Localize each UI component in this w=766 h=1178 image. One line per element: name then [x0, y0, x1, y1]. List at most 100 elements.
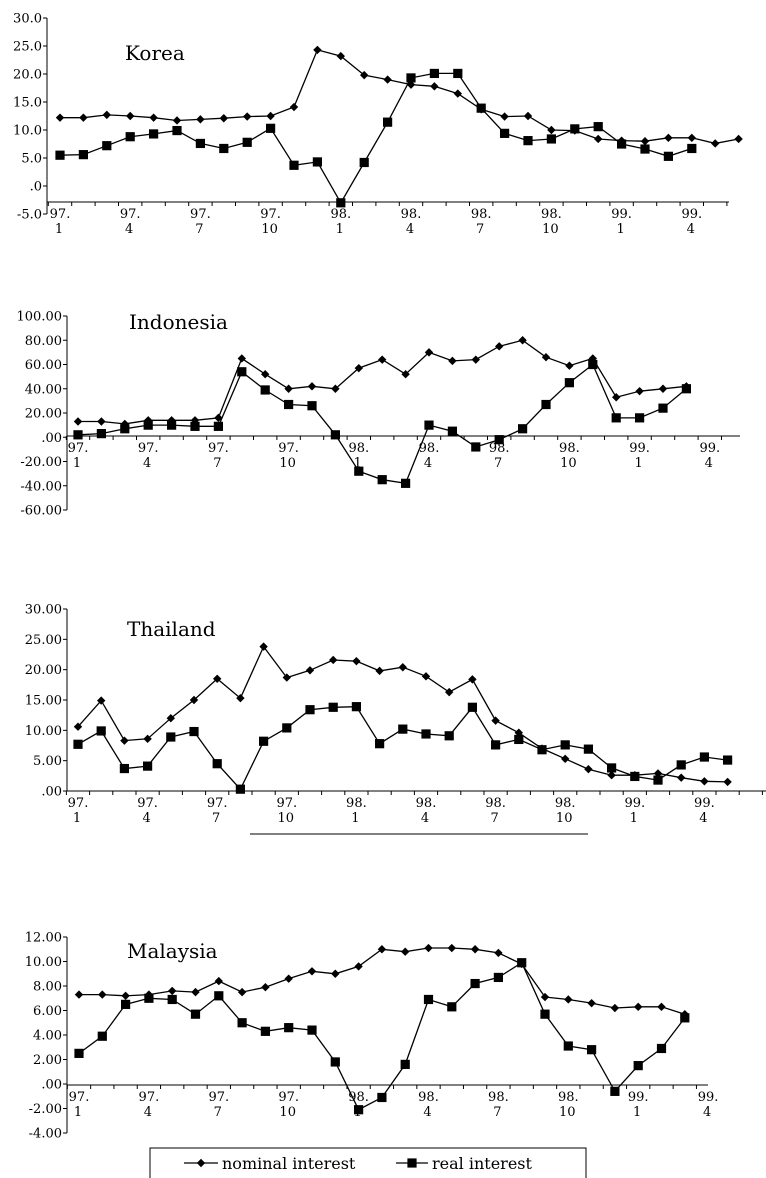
data-point-diamond [398, 663, 407, 672]
y-tick-label: 10.0 [13, 124, 42, 139]
data-point-square [635, 413, 645, 423]
data-point-diamond [495, 342, 504, 351]
chart-title: Thailand [127, 617, 216, 641]
y-tick-label: .00 [41, 785, 62, 800]
data-point-diamond [266, 111, 275, 121]
data-point-diamond [214, 976, 223, 986]
y-tick-label: 30.00 [25, 603, 62, 618]
data-point-square [195, 138, 205, 149]
data-point-square [630, 771, 640, 782]
data-point-diamond [219, 114, 228, 123]
data-point-square [237, 1018, 247, 1028]
data-point-square [563, 1041, 573, 1051]
data-point-square [546, 134, 556, 144]
y-tick-label: 60.00 [25, 358, 62, 373]
data-point-square [447, 1002, 457, 1012]
x-tick-month: 1 [633, 1105, 641, 1120]
x-tick-year: 97. [138, 441, 159, 456]
data-point-square [653, 775, 663, 785]
data-point-square [447, 426, 457, 436]
data-point-diamond [261, 983, 270, 992]
data-point-diamond [79, 113, 88, 122]
data-point-square [491, 740, 501, 750]
x-tick-year: 98. [541, 207, 562, 222]
data-point-square [687, 143, 697, 154]
x-tick-year: 99. [694, 796, 715, 811]
data-point-square [96, 726, 106, 736]
y-tick-label: 15.00 [25, 694, 62, 709]
data-point-square [467, 702, 477, 712]
data-point-diamond [284, 384, 293, 393]
data-point-diamond [500, 112, 509, 121]
data-point-diamond [491, 716, 500, 725]
data-point-diamond [564, 995, 573, 1004]
data-point-square [305, 705, 315, 715]
x-tick-year: 98. [419, 441, 440, 456]
data-point-square [560, 740, 570, 750]
x-tick-month: 7 [214, 1105, 222, 1120]
data-point-diamond [523, 111, 533, 121]
data-point-square [74, 1048, 84, 1058]
data-point-diamond [734, 134, 743, 144]
data-point-diamond [565, 361, 574, 370]
x-tick-month: 4 [406, 222, 414, 237]
data-point-square [611, 413, 621, 423]
y-tick-label: .00 [41, 431, 62, 446]
data-point-square [401, 478, 411, 488]
data-point-square [377, 475, 387, 485]
data-point-diamond [723, 777, 732, 787]
series-real-interest [73, 702, 733, 794]
x-tick-month: 10 [278, 811, 295, 826]
y-tick-label: 25.00 [25, 633, 62, 648]
x-tick-year: 97. [260, 207, 281, 222]
data-point-square [583, 744, 593, 754]
data-point-square [383, 117, 393, 127]
series-line [77, 706, 728, 791]
data-point-diamond [307, 382, 317, 391]
x-tick-year: 97. [208, 1090, 229, 1105]
x-tick-year: 98. [558, 1090, 579, 1105]
data-point-diamond [305, 666, 315, 675]
data-point-diamond [664, 133, 673, 143]
x-tick-year: 97. [50, 207, 71, 222]
x-tick-year: 98. [418, 1090, 439, 1105]
data-point-diamond [354, 363, 363, 373]
x-tick-year: 97. [278, 441, 299, 456]
data-point-square [587, 1045, 597, 1055]
chart-title: Indonesia [129, 310, 228, 334]
data-point-square [377, 1092, 387, 1103]
x-tick-month: 1 [351, 811, 359, 826]
series-real-interest [74, 958, 690, 1115]
data-point-square [102, 141, 112, 151]
chart-panel-indonesia: 100.00 80.00 60.00 40.00 20.00 .00 -20.00 -40.0… [17, 310, 740, 519]
data-point-diamond [377, 945, 387, 954]
x-tick-month: 4 [423, 1105, 431, 1120]
data-point-diamond [331, 969, 340, 978]
data-point-diamond [360, 70, 369, 80]
x-tick-year: 98. [471, 207, 492, 222]
data-point-square [676, 760, 686, 770]
data-point-square [540, 1009, 550, 1019]
x-tick-month: 4 [144, 1105, 152, 1120]
data-point-square [523, 136, 533, 146]
data-point-diamond [354, 962, 363, 971]
data-point-diamond [98, 990, 107, 999]
y-tick-label: 20.0 [13, 68, 42, 83]
data-point-square [663, 151, 673, 161]
data-point-diamond [587, 998, 596, 1008]
x-tick-month: 1 [73, 456, 81, 471]
data-point-diamond [282, 673, 291, 682]
x-tick-month: 1 [634, 456, 642, 471]
data-point-square [143, 761, 153, 771]
x-tick-month: 10 [261, 222, 278, 237]
series-nominal-interest [73, 642, 732, 787]
legend-box [149, 1147, 587, 1178]
data-point-diamond [445, 687, 454, 697]
x-tick-month: 10 [279, 456, 296, 471]
y-tick-label: 10.00 [25, 724, 62, 739]
x-tick-year: 99. [629, 441, 650, 456]
data-point-square [514, 734, 524, 745]
x-tick-month: 1 [336, 222, 344, 237]
legend-item-real-interest: real interest [396, 1154, 533, 1173]
x-tick-year: 97. [68, 441, 89, 456]
